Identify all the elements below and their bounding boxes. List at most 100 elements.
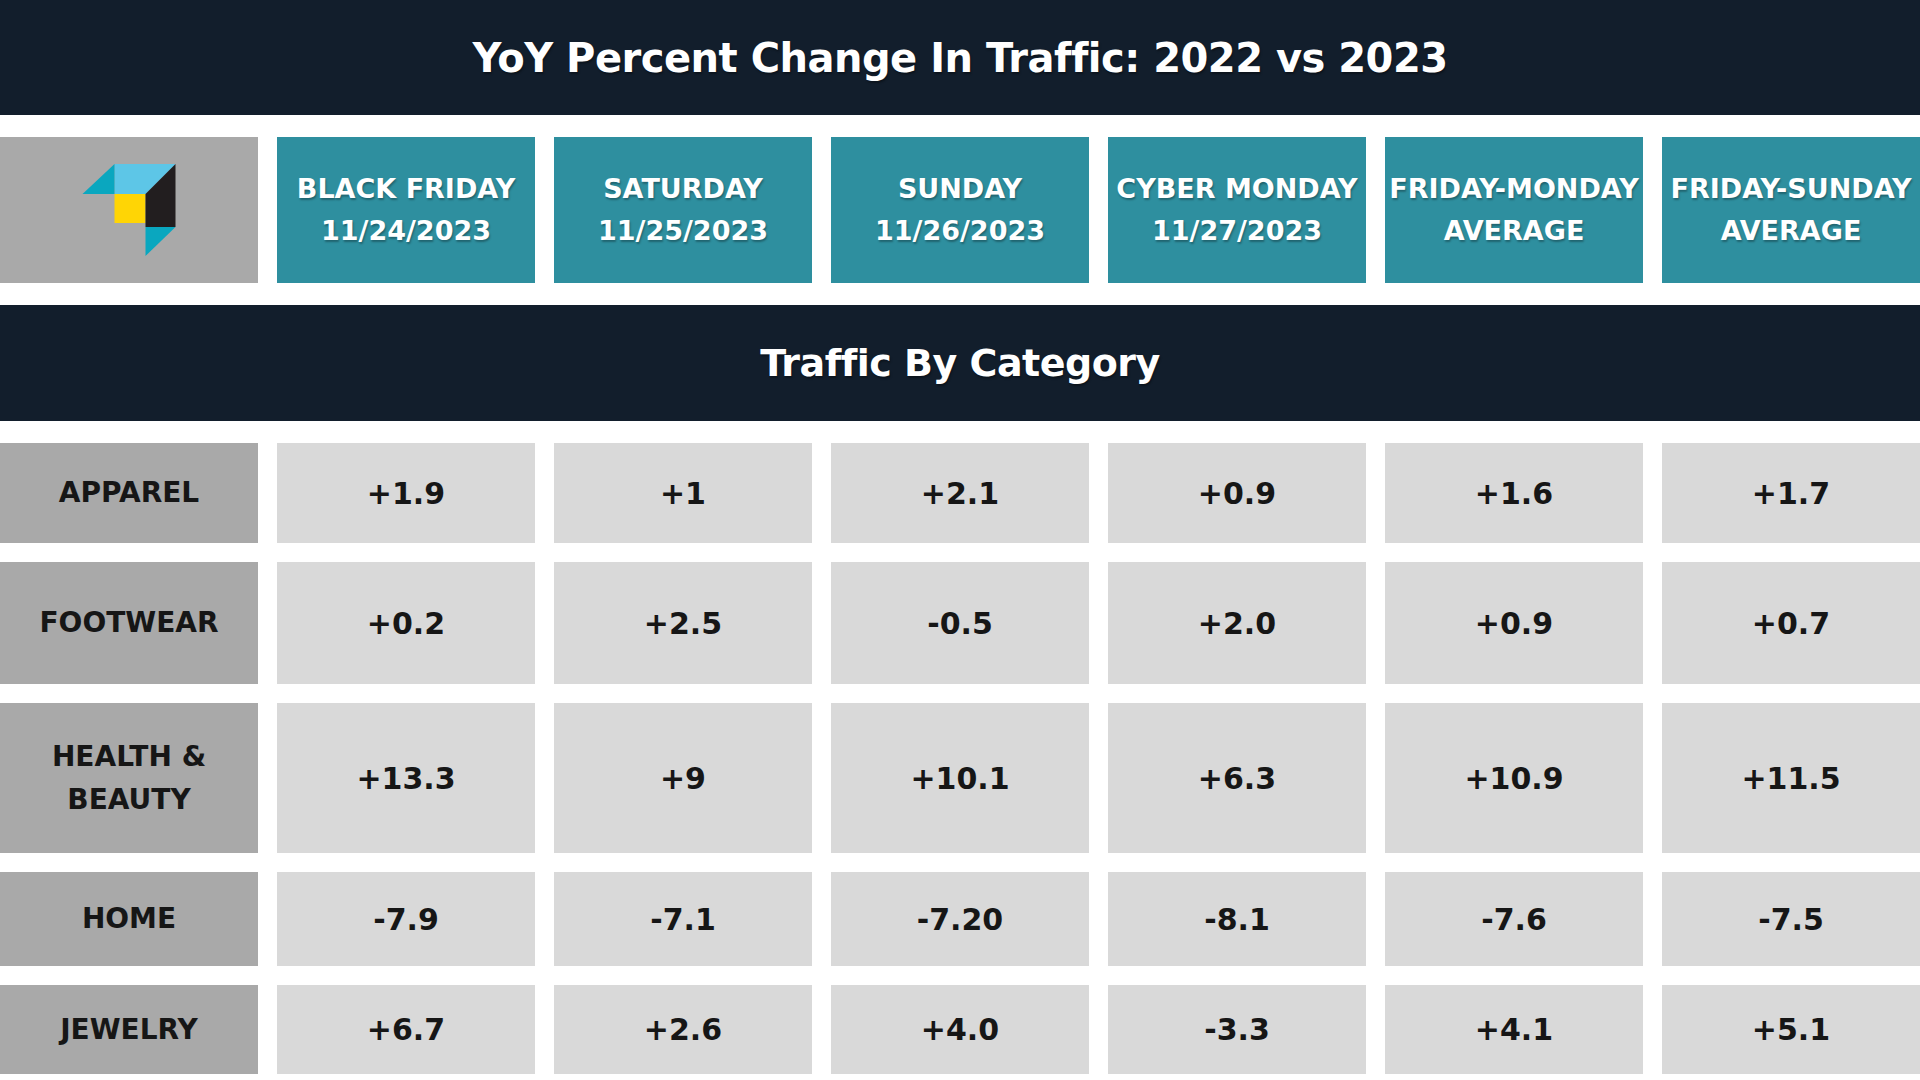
column-header-line2: AVERAGE bbox=[1444, 210, 1585, 252]
category-label-cell: JEWELRY bbox=[0, 985, 258, 1074]
value-text: +2.5 bbox=[644, 606, 722, 641]
section-title: Traffic By Category bbox=[760, 341, 1160, 385]
value-text: -7.5 bbox=[1758, 902, 1824, 937]
category-label-cell: FOOTWEAR bbox=[0, 562, 258, 684]
column-header-line2: 11/26/2023 bbox=[875, 210, 1045, 252]
column-header-line1: FRIDAY-MONDAY bbox=[1389, 168, 1639, 210]
value-text: +6.7 bbox=[367, 1012, 445, 1047]
spacer bbox=[0, 115, 1920, 137]
table-row-footwear: FOOTWEAR +0.2 +2.5 -0.5 +2.0 +0.9 +0.7 bbox=[0, 562, 1920, 684]
column-header-line1: FRIDAY-SUNDAY bbox=[1670, 168, 1911, 210]
section-band: Traffic By Category bbox=[0, 305, 1920, 421]
value-cell: -3.3 bbox=[1108, 985, 1366, 1074]
spacer bbox=[0, 421, 1920, 443]
category-label: HOME bbox=[82, 897, 176, 940]
value-text: +1.9 bbox=[367, 476, 445, 511]
column-header-friday-monday-average: FRIDAY-MONDAY AVERAGE bbox=[1385, 137, 1643, 283]
value-cell: +0.9 bbox=[1108, 443, 1366, 543]
value-cell: +10.1 bbox=[831, 703, 1089, 853]
column-header-line1: CYBER MONDAY bbox=[1116, 168, 1357, 210]
spacer bbox=[0, 543, 1920, 562]
value-text: -3.3 bbox=[1204, 1012, 1270, 1047]
value-text: +4.1 bbox=[1475, 1012, 1553, 1047]
table-row-health-beauty: HEALTH & BEAUTY +13.3 +9 +10.1 +6.3 +10.… bbox=[0, 703, 1920, 853]
header-row: BLACK FRIDAY 11/24/2023 SATURDAY 11/25/2… bbox=[0, 137, 1920, 283]
value-text: +0.9 bbox=[1475, 606, 1553, 641]
value-cell: +13.3 bbox=[277, 703, 535, 853]
value-cell: -8.1 bbox=[1108, 872, 1366, 966]
value-cell: +0.7 bbox=[1662, 562, 1920, 684]
category-label: APPAREL bbox=[59, 471, 199, 514]
column-header-line1: BLACK FRIDAY bbox=[297, 168, 515, 210]
value-cell: +1.7 bbox=[1662, 443, 1920, 543]
value-text: +0.7 bbox=[1752, 606, 1830, 641]
column-header-saturday: SATURDAY 11/25/2023 bbox=[554, 137, 812, 283]
value-text: +2.0 bbox=[1198, 606, 1276, 641]
value-text: +2.1 bbox=[921, 476, 999, 511]
value-text: -8.1 bbox=[1204, 902, 1270, 937]
column-header-friday-sunday-average: FRIDAY-SUNDAY AVERAGE bbox=[1662, 137, 1920, 283]
column-header-line2: 11/25/2023 bbox=[598, 210, 768, 252]
value-cell: +6.3 bbox=[1108, 703, 1366, 853]
spacer bbox=[0, 283, 1920, 305]
value-text: +10.9 bbox=[1464, 761, 1563, 796]
value-cell: +11.5 bbox=[1662, 703, 1920, 853]
geometric-cube-logo bbox=[80, 162, 178, 258]
value-cell: -7.9 bbox=[277, 872, 535, 966]
category-label-cell: HOME bbox=[0, 872, 258, 966]
value-cell: -7.6 bbox=[1385, 872, 1643, 966]
value-cell: +9 bbox=[554, 703, 812, 853]
column-header-line2: 11/27/2023 bbox=[1152, 210, 1322, 252]
column-header-line1: SATURDAY bbox=[603, 168, 763, 210]
value-cell: +2.6 bbox=[554, 985, 812, 1074]
value-text: +10.1 bbox=[910, 761, 1009, 796]
value-text: +11.5 bbox=[1741, 761, 1840, 796]
spacer bbox=[0, 966, 1920, 985]
value-text: +9 bbox=[660, 761, 706, 796]
page-title: YoY Percent Change In Traffic: 2022 vs 2… bbox=[472, 35, 1447, 81]
page-root: YoY Percent Change In Traffic: 2022 vs 2… bbox=[0, 0, 1920, 1080]
value-text: +0.2 bbox=[367, 606, 445, 641]
table-row-jewelry: JEWELRY +6.7 +2.6 +4.0 -3.3 +4.1 +5.1 bbox=[0, 985, 1920, 1074]
value-text: +1 bbox=[660, 476, 706, 511]
value-text: +2.6 bbox=[644, 1012, 722, 1047]
value-cell: +1.6 bbox=[1385, 443, 1643, 543]
table-row-home: HOME -7.9 -7.1 -7.20 -8.1 -7.6 -7.5 bbox=[0, 872, 1920, 966]
value-cell: +0.9 bbox=[1385, 562, 1643, 684]
value-cell: +4.1 bbox=[1385, 985, 1643, 1074]
spacer bbox=[0, 853, 1920, 872]
logo-cell bbox=[0, 137, 258, 283]
value-cell: -7.5 bbox=[1662, 872, 1920, 966]
category-label: HEALTH & BEAUTY bbox=[37, 735, 222, 822]
category-label-cell: HEALTH & BEAUTY bbox=[0, 703, 258, 853]
value-cell: +2.0 bbox=[1108, 562, 1366, 684]
value-cell: -0.5 bbox=[831, 562, 1089, 684]
category-label-cell: APPAREL bbox=[0, 443, 258, 543]
value-cell: +6.7 bbox=[277, 985, 535, 1074]
value-cell: -7.20 bbox=[831, 872, 1089, 966]
value-cell: -7.1 bbox=[554, 872, 812, 966]
value-cell: +2.1 bbox=[831, 443, 1089, 543]
value-cell: +1.9 bbox=[277, 443, 535, 543]
value-text: +4.0 bbox=[921, 1012, 999, 1047]
value-cell: +5.1 bbox=[1662, 985, 1920, 1074]
value-cell: +0.2 bbox=[277, 562, 535, 684]
value-cell: +10.9 bbox=[1385, 703, 1643, 853]
value-text: +13.3 bbox=[356, 761, 455, 796]
value-text: +1.7 bbox=[1752, 476, 1830, 511]
column-header-sunday: SUNDAY 11/26/2023 bbox=[831, 137, 1089, 283]
value-text: +1.6 bbox=[1475, 476, 1553, 511]
value-text: -7.1 bbox=[650, 902, 716, 937]
column-header-line1: SUNDAY bbox=[898, 168, 1022, 210]
value-text: +6.3 bbox=[1198, 761, 1276, 796]
table-row-apparel: APPAREL +1.9 +1 +2.1 +0.9 +1.6 +1.7 bbox=[0, 443, 1920, 543]
value-cell: +1 bbox=[554, 443, 812, 543]
title-bar: YoY Percent Change In Traffic: 2022 vs 2… bbox=[0, 0, 1920, 115]
category-label: FOOTWEAR bbox=[39, 601, 218, 644]
column-header-line2: 11/24/2023 bbox=[321, 210, 491, 252]
value-text: -7.20 bbox=[917, 902, 1003, 937]
value-text: -0.5 bbox=[927, 606, 993, 641]
value-text: +5.1 bbox=[1752, 1012, 1830, 1047]
value-text: -7.6 bbox=[1481, 902, 1547, 937]
column-header-cyber-monday: CYBER MONDAY 11/27/2023 bbox=[1108, 137, 1366, 283]
